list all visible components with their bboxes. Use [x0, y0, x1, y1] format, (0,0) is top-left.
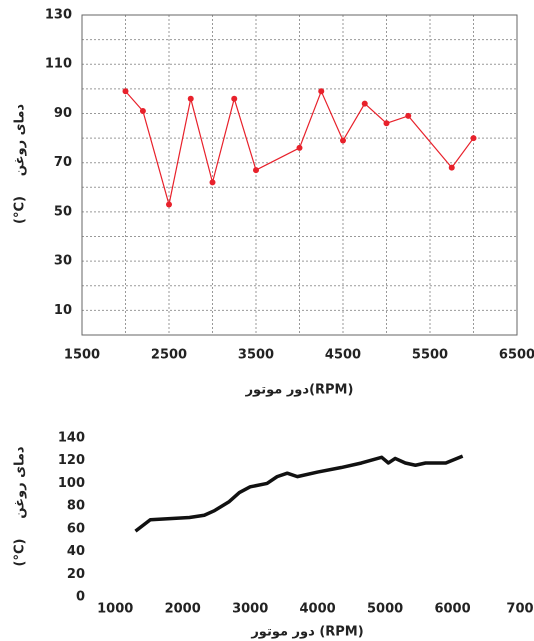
y-tick-label: 20 [67, 567, 85, 582]
y-tick-label: 80 [67, 499, 85, 514]
data-point [361, 100, 368, 107]
y-axis-label: دمای روغن [13, 104, 28, 177]
data-point [340, 137, 346, 144]
y-axis-label: (°C) [13, 539, 28, 567]
data-point [383, 120, 390, 127]
y-tick-label: 60 [67, 521, 85, 536]
data-point [448, 164, 455, 171]
x-tick-label: 5000 [367, 602, 403, 617]
y-axis-label: (°C) [13, 196, 28, 224]
x-axis-label: دور موتور (RPM) [250, 625, 363, 640]
data-point [209, 179, 216, 186]
data-point [405, 112, 412, 119]
x-tick-label: 700 [506, 602, 533, 617]
x-tick-label: 1000 [97, 602, 133, 617]
y-tick-label: 10 [54, 303, 72, 318]
y-tick-label: 140 [58, 431, 85, 446]
x-tick-label: 3500 [238, 348, 274, 363]
y-tick-label: 40 [67, 544, 85, 559]
plot-frame [81, 14, 518, 336]
data-point [253, 167, 259, 174]
data-point [296, 144, 303, 151]
y-tick-label: 110 [45, 57, 72, 72]
data-point [122, 88, 129, 95]
y-tick-label: 90 [54, 106, 72, 121]
x-axis-label: دور موتور(RPM) [245, 383, 354, 398]
y-tick-label: 70 [54, 155, 72, 170]
data-point [231, 95, 238, 102]
x-tick-label: 6500 [499, 348, 534, 363]
x-tick-label: 6000 [434, 602, 470, 617]
data-point [187, 95, 194, 102]
x-tick-label: 4500 [325, 348, 361, 363]
y-tick-label: 50 [54, 204, 72, 219]
data-line [134, 454, 464, 533]
y-tick-label: 0 [76, 590, 85, 605]
x-tick-label: 2500 [151, 348, 187, 363]
x-tick-label: 5500 [412, 348, 448, 363]
data-point [470, 135, 477, 142]
data-point [318, 88, 325, 95]
x-tick-label: 3000 [232, 602, 268, 617]
y-tick-label: 130 [45, 8, 72, 23]
data-point [166, 201, 172, 208]
y-tick-label: 120 [58, 453, 85, 468]
y-tick-label: 30 [54, 254, 72, 269]
x-tick-label: 1500 [64, 348, 100, 363]
data-point [139, 108, 146, 114]
y-tick-label: 100 [58, 476, 85, 491]
x-tick-label: 4000 [300, 602, 336, 617]
x-tick-label: 2000 [165, 602, 201, 617]
y-axis-label: دمای روغن [13, 446, 28, 519]
